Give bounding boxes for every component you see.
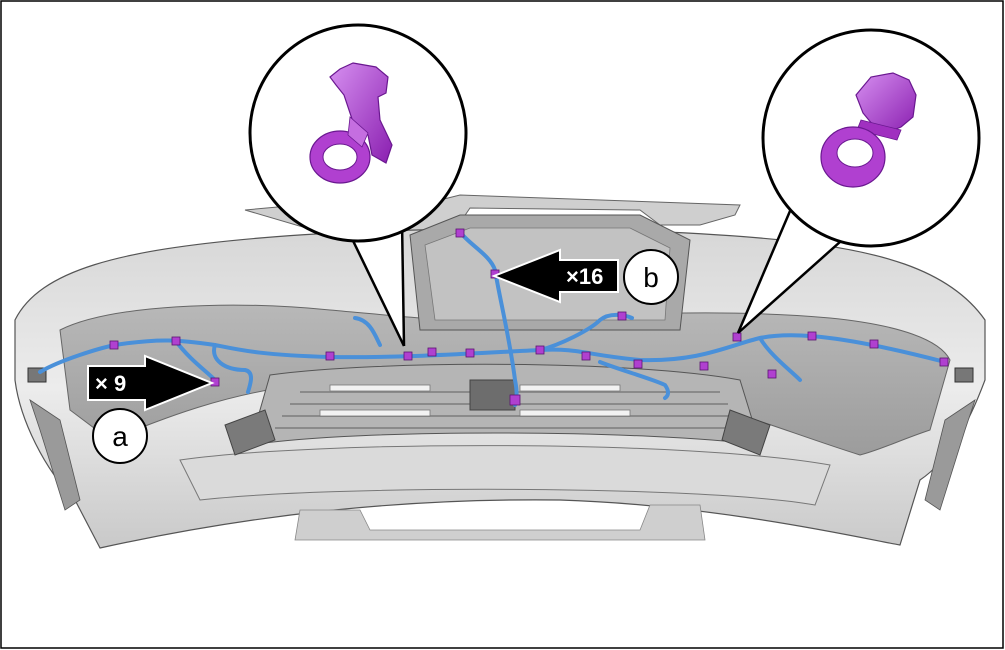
callout-b-letter: b: [643, 262, 659, 293]
callout-a-letter: a: [112, 421, 128, 452]
zoom-callout-right: [736, 28, 981, 334]
callout-a-marker: [92, 408, 148, 464]
callout-a-arrow: [87, 354, 215, 412]
push-clip-icon: [820, 72, 917, 188]
callout-a: × 9 a: [87, 354, 215, 464]
callout-b-quantity: ×16: [566, 264, 603, 289]
callout-b: ×16 b: [491, 248, 679, 305]
push-clip-icon: [309, 62, 393, 184]
harness-clips: [109, 228, 949, 406]
zoom-callout-left: [248, 23, 468, 347]
callout-a-quantity: × 9: [95, 371, 126, 396]
callout-b-arrow: [491, 248, 619, 304]
callout-b-marker: [623, 249, 679, 305]
